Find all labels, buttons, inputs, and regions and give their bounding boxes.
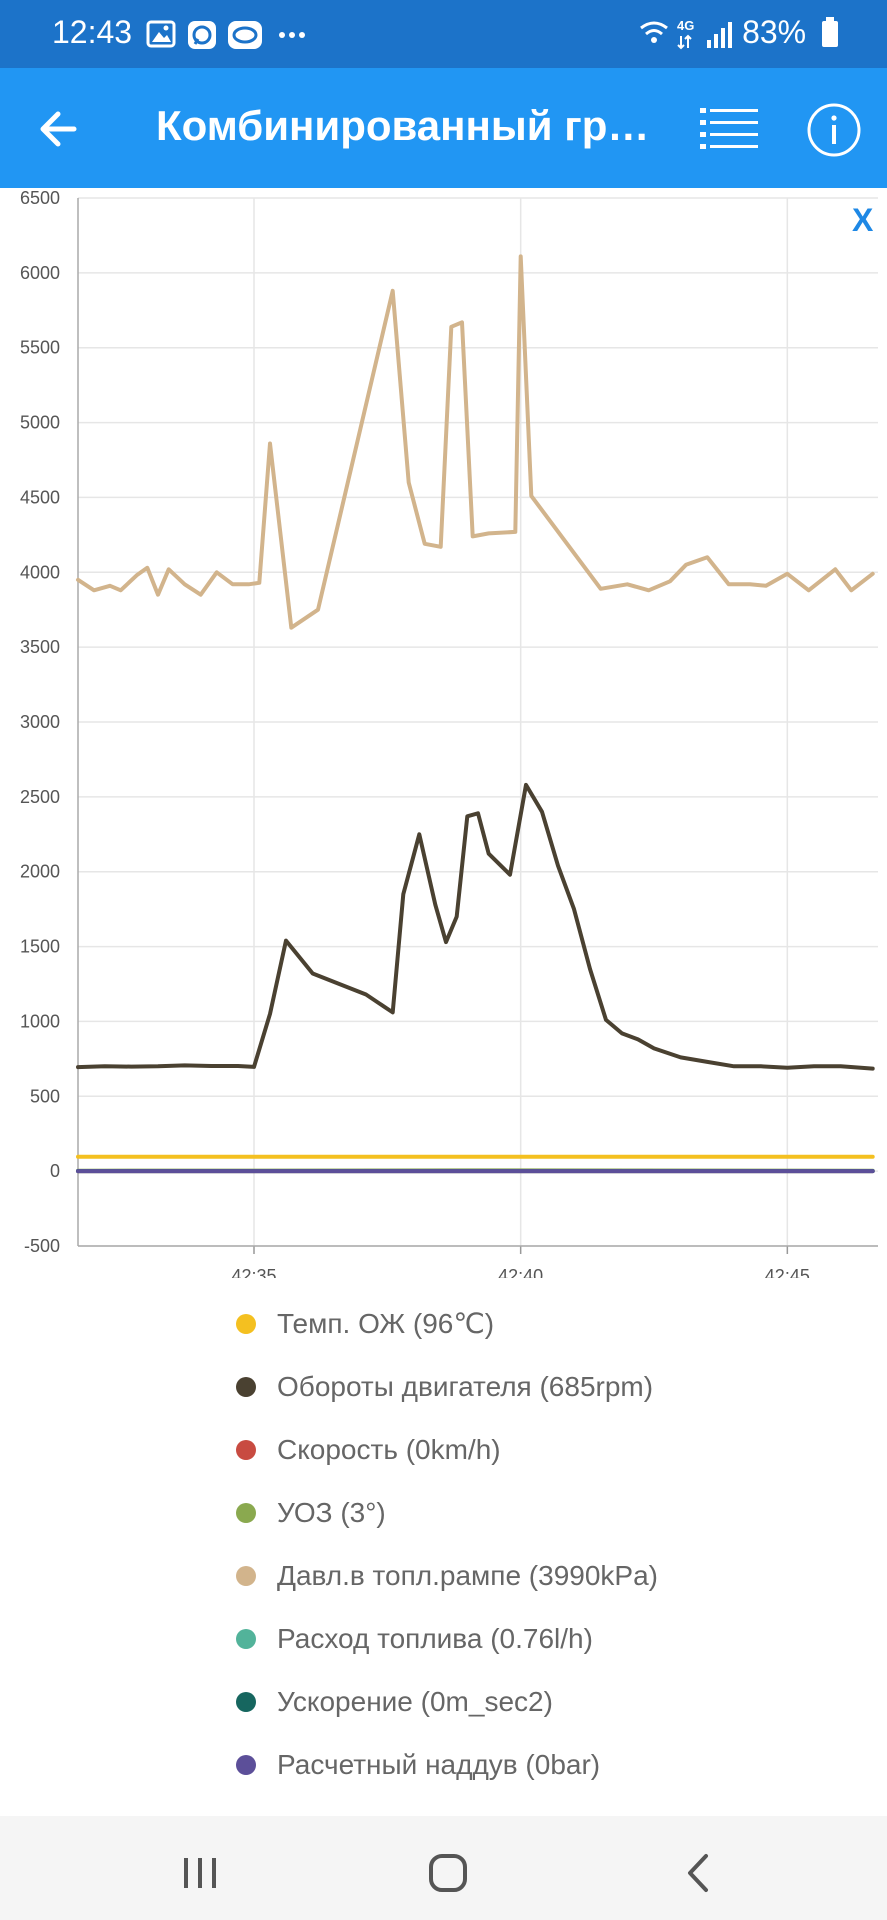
y-tick-label: 6000 (20, 263, 60, 283)
signal-icon (707, 22, 732, 48)
legend-label: Давл.в топл.рампе (3990kPa) (277, 1559, 658, 1591)
recent-apps-icon[interactable] (182, 1856, 218, 1890)
battery-status: 83% (742, 14, 839, 51)
y-tick-label: 2500 (20, 787, 60, 807)
y-tick-label: 3000 (20, 712, 60, 732)
wifi-icon (640, 21, 668, 36)
legend-swatch (236, 1439, 256, 1460)
page-title: Комбинированный гра... (156, 102, 656, 149)
y-tick-label: 6500 (20, 188, 60, 208)
y-tick-label: 1000 (20, 1011, 60, 1031)
back-icon[interactable] (684, 1853, 712, 1893)
y-tick-label: 5500 (20, 338, 60, 358)
legend-item[interactable]: Темп. ОЖ (96℃) (232, 1292, 872, 1355)
status-time: 12:43 (52, 14, 133, 50)
battery-icon (822, 17, 838, 47)
y-tick-label: 1500 (20, 937, 60, 957)
legend-label: Расчетный наддув (0bar) (277, 1748, 601, 1780)
legend-swatch (236, 1628, 256, 1649)
x-tick-label: 42:35 (231, 1266, 276, 1278)
status-right-icons: 4G (640, 18, 732, 50)
navigation-bar (0, 1816, 887, 1920)
y-tick-label: 2000 (20, 862, 60, 882)
battery-percent: 83% (742, 14, 807, 50)
legend-label: УОЗ (3°) (277, 1496, 386, 1528)
legend-label: Расход топлива (0.76l/h) (277, 1622, 593, 1654)
legend-swatch (236, 1565, 256, 1586)
series-line-1 (76, 782, 875, 1071)
y-tick-label: 0 (50, 1161, 60, 1181)
legend-swatch (236, 1376, 256, 1397)
arrow-back-icon[interactable] (34, 104, 84, 154)
app-bar: Комбинированный гра... (0, 68, 887, 188)
home-icon[interactable] (428, 1853, 468, 1893)
status-left-icons (146, 20, 305, 49)
legend-label: Темп. ОЖ (96℃) (277, 1308, 495, 1339)
messenger-icon (188, 21, 216, 49)
y-tick-label: 3500 (20, 637, 60, 657)
network-type: 4G (677, 18, 694, 33)
chart-legend: Темп. ОЖ (96℃) Обороты двигателя (685rpm)… (232, 1292, 872, 1796)
chart-svg: 6500600055005000450040003500300025002000… (20, 188, 878, 1278)
gallery-icon (146, 20, 176, 48)
series-line-4 (76, 254, 875, 630)
legend-item[interactable]: УОЗ (3°) (232, 1481, 872, 1544)
y-tick-label: 500 (30, 1086, 60, 1106)
legend-label: Скорость (0km/h) (277, 1433, 501, 1465)
legend-item[interactable]: Давл.в топл.рампе (3990kPa) (232, 1544, 872, 1607)
legend-item[interactable]: Расчетный наддув (0bar) (232, 1733, 872, 1796)
y-tick-label: 4500 (20, 487, 60, 507)
legend-swatch (236, 1754, 256, 1775)
info-icon[interactable] (806, 102, 862, 158)
legend-item[interactable]: Обороты двигателя (685rpm) (232, 1355, 872, 1418)
legend-swatch (236, 1691, 256, 1712)
more-icon (279, 32, 305, 38)
legend-item[interactable]: Скорость (0km/h) (232, 1418, 872, 1481)
legend-swatch (236, 1313, 256, 1334)
legend-item[interactable]: Расход топлива (0.76l/h) (232, 1607, 872, 1670)
combined-chart: 6500 6000 5500 5000 4500 4000 3500 3000 2500 2000… (0, 188, 887, 1278)
legend-item[interactable]: Ускорение (0m_sec2) (232, 1670, 872, 1733)
list-icon[interactable] (700, 104, 760, 154)
legend-swatch (236, 1502, 256, 1523)
y-tick-label: 4000 (20, 562, 60, 582)
y-tick-label: -500 (24, 1236, 60, 1256)
x-tick-label: 42:45 (765, 1266, 810, 1278)
y-tick-label: 5000 (20, 413, 60, 433)
x-tick-label: 42:40 (498, 1266, 543, 1278)
close-button[interactable]: X (852, 202, 874, 238)
status-bar: 12:43 4G 83% (0, 0, 887, 68)
legend-label: Ускорение (0m_sec2) (277, 1685, 553, 1717)
legend-label: Обороты двигателя (685rpm) (277, 1370, 654, 1402)
app-icon (228, 21, 262, 49)
